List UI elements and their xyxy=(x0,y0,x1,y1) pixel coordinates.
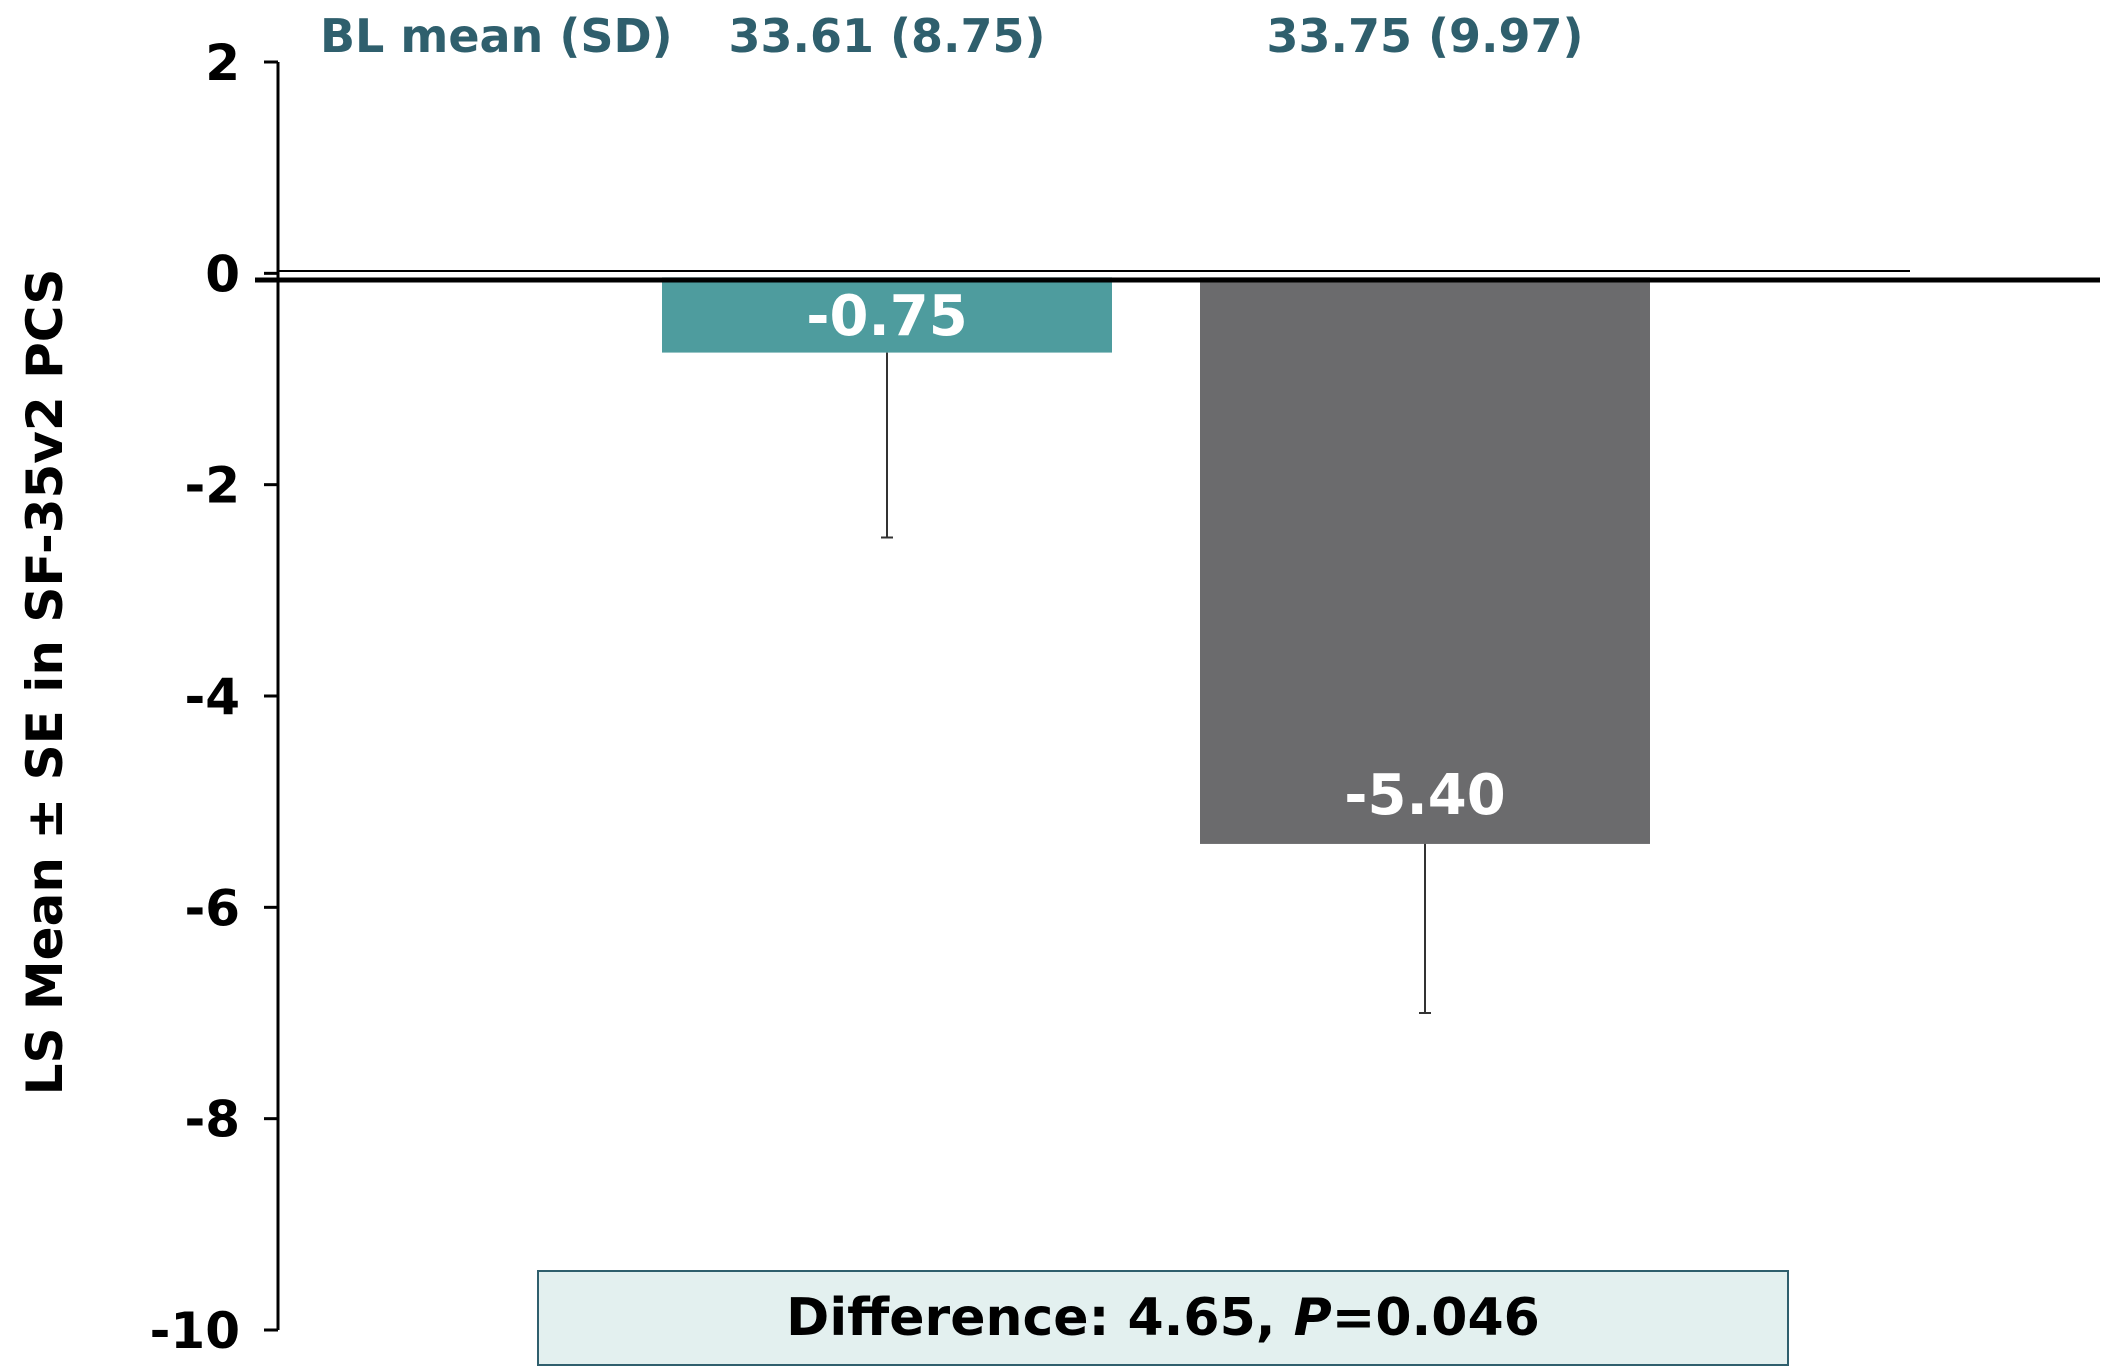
y-tick-label: -2 xyxy=(184,457,240,515)
p-symbol: P xyxy=(1293,1288,1332,1348)
bar-value-label-1: -0.75 xyxy=(806,284,967,349)
y-tick-label: -10 xyxy=(150,1302,240,1360)
bar-2 xyxy=(1200,277,1650,844)
y-tick-label: 2 xyxy=(205,34,240,92)
difference-text: Difference: 4.65, xyxy=(786,1288,1294,1348)
baseline-value-2: 33.75 (9.97) xyxy=(1266,9,1583,63)
y-tick-label: -6 xyxy=(184,879,240,937)
baseline-value-1: 33.61 (8.75) xyxy=(728,9,1045,63)
baseline-row-label: BL mean (SD) xyxy=(320,9,673,63)
y-tick-label: 0 xyxy=(205,245,240,303)
y-axis-title: LS Mean ± SE in SF-35v2 PCS xyxy=(16,269,74,1096)
y-tick-label: -8 xyxy=(184,1091,240,1149)
bar-value-label-2: -5.40 xyxy=(1344,763,1505,828)
bar-1 xyxy=(662,277,1112,353)
p-value: =0.046 xyxy=(1331,1288,1540,1348)
difference-annotation-box: Difference: 4.65, P =0.046 xyxy=(537,1270,1789,1366)
y-tick-label: -4 xyxy=(184,668,240,726)
